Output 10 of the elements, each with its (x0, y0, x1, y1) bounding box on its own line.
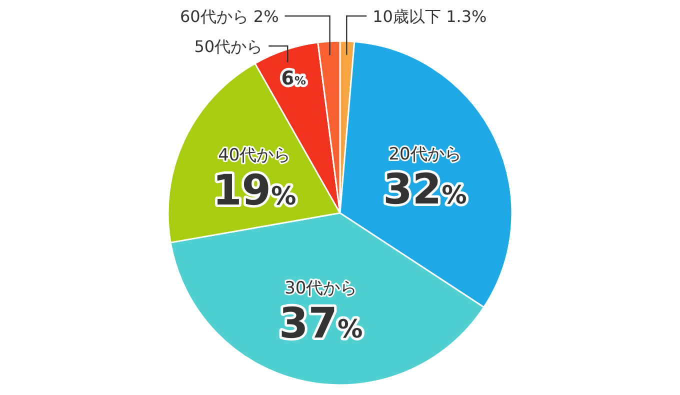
slice-label: 30代から (284, 278, 358, 299)
slice-label: 60代から 2% (180, 7, 279, 26)
data-label: 19% (212, 166, 296, 215)
data-label: 32% (383, 164, 467, 214)
slice-label: 50代から (194, 37, 263, 56)
slice-label: 40代から (218, 146, 291, 166)
data-label: 37% (279, 298, 363, 348)
data-label: 6% (281, 67, 307, 90)
slice-label: 20代から (388, 144, 462, 165)
slice-label: 10歳以下 1.3% (372, 7, 487, 26)
